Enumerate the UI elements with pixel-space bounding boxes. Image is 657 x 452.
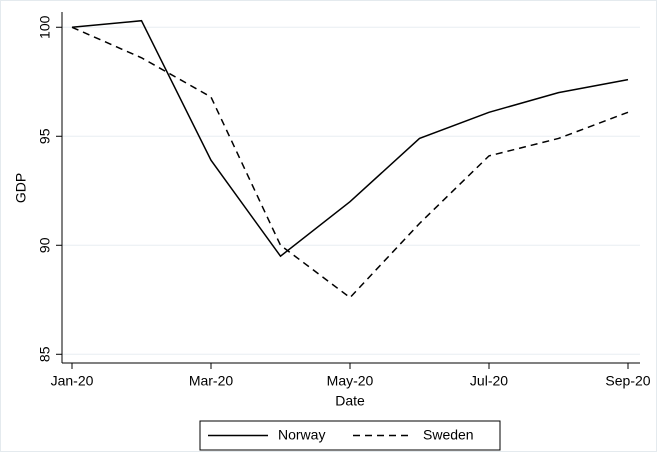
x-axis-label: Date [335, 393, 365, 409]
x-tick-label: Mar-20 [189, 373, 234, 389]
x-tick-label: May-20 [327, 373, 374, 389]
legend-label: Sweden [423, 427, 474, 443]
x-tick-label: Sep-20 [605, 373, 650, 389]
y-tick-label: 100 [37, 15, 53, 39]
y-tick-label: 85 [37, 346, 53, 362]
y-tick-label: 90 [37, 237, 53, 253]
series-line [71, 26, 629, 299]
series-line [71, 19, 629, 258]
y-axis-label: GDP [13, 173, 29, 203]
y-tick-label: 95 [37, 128, 53, 144]
x-tick-label: Jul-20 [470, 373, 508, 389]
legend-label: Norway [278, 427, 325, 443]
x-tick-label: Jan-20 [51, 373, 94, 389]
